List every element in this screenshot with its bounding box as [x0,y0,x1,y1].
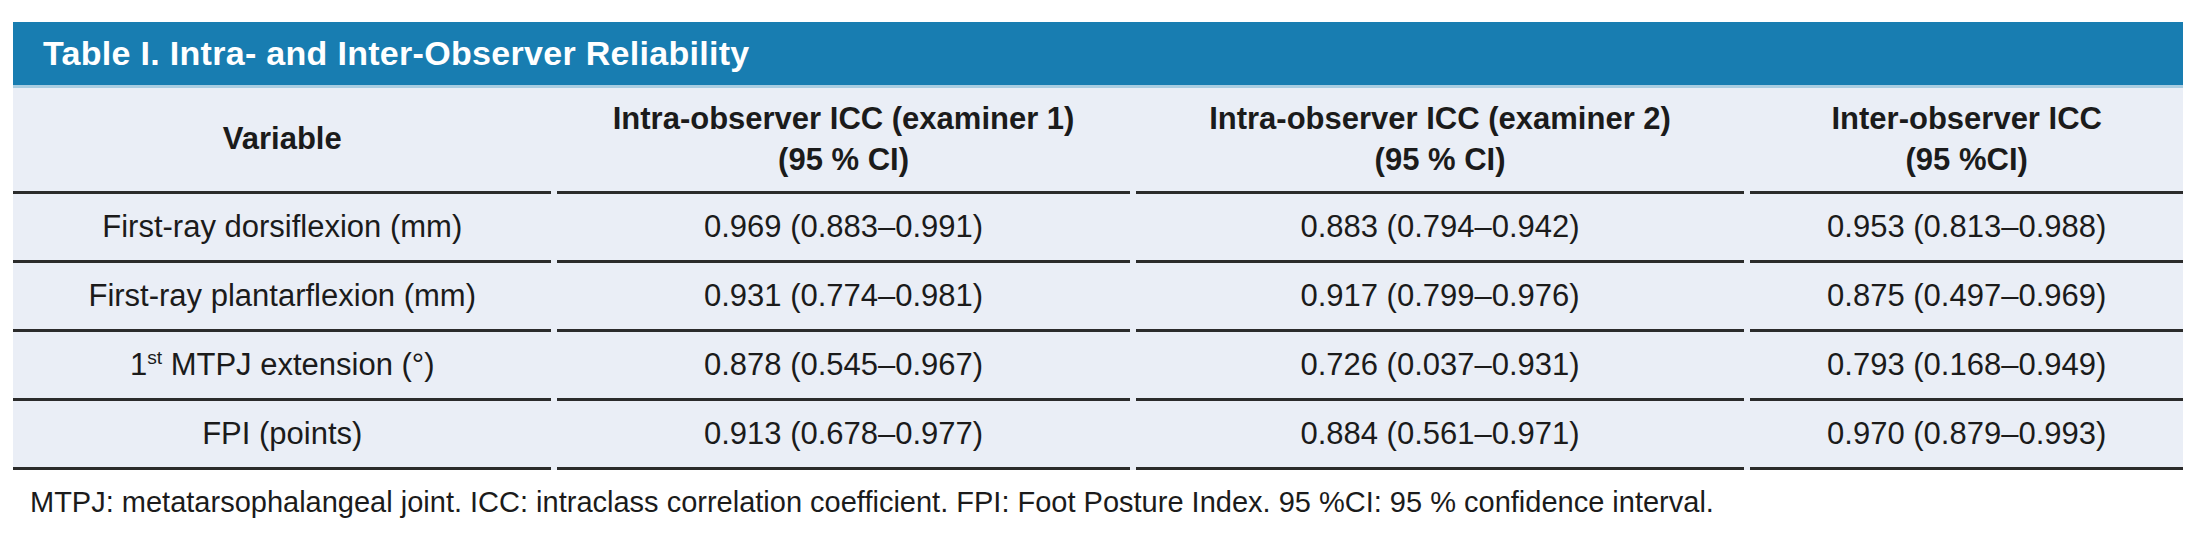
icc-value: 0.884 (0.561–0.971) [1300,414,1579,454]
header-label-line1: Inter-observer ICC [1831,99,2101,139]
value-cell-intra2: 0.726 (0.037–0.931) [1136,332,1745,401]
header-cell-variable: Variable [13,88,551,194]
table-row: 1st MTPJ extension (°) 0.878 (0.545–0.96… [13,332,2183,401]
value-cell-inter: 0.793 (0.168–0.949) [1750,332,2183,401]
variable-cell: 1st MTPJ extension (°) [13,332,551,401]
table-row: FPI (points) 0.913 (0.678–0.977) 0.884 (… [13,401,2183,470]
variable-cell: First-ray dorsiflexion (mm) [13,194,551,263]
variable-label: 1st MTPJ extension (°) [130,345,435,385]
table-title-bar: Table I. Intra- and Inter-Observer Relia… [13,22,2183,85]
icc-value: 0.913 (0.678–0.977) [704,414,983,454]
value-cell-intra2: 0.884 (0.561–0.971) [1136,401,1745,470]
header-cell-inter-observer: Inter-observer ICC (95 %CI) [1750,88,2183,194]
value-cell-intra1: 0.931 (0.774–0.981) [557,263,1129,332]
icc-value: 0.878 (0.545–0.967) [704,345,983,385]
value-cell-intra1: 0.969 (0.883–0.991) [557,194,1129,263]
value-cell-intra1: 0.878 (0.545–0.967) [557,332,1129,401]
icc-value: 0.917 (0.799–0.976) [1300,276,1579,316]
icc-value: 0.883 (0.794–0.942) [1300,207,1579,247]
header-label-line1: Intra-observer ICC (examiner 1) [613,99,1075,139]
table-row: First-ray plantarflexion (mm) 0.931 (0.7… [13,263,2183,332]
superscript: st [147,347,162,368]
header-label-line2: (95 % CI) [778,140,909,180]
value-cell-intra2: 0.883 (0.794–0.942) [1136,194,1745,263]
variable-label: First-ray plantarflexion (mm) [88,276,476,316]
table-header-row: Variable Intra-observer ICC (examiner 1)… [13,88,2183,194]
value-cell-inter: 0.970 (0.879–0.993) [1750,401,2183,470]
icc-value: 0.793 (0.168–0.949) [1827,345,2106,385]
icc-value: 0.726 (0.037–0.931) [1300,345,1579,385]
header-label-line2: (95 % CI) [1375,140,1506,180]
table-row: First-ray dorsiflexion (mm) 0.969 (0.883… [13,194,2183,263]
header-label-line2: (95 %CI) [1906,140,2028,180]
value-cell-intra2: 0.917 (0.799–0.976) [1136,263,1745,332]
header-label-line1: Variable [223,119,342,159]
value-cell-inter: 0.953 (0.813–0.988) [1750,194,2183,263]
header-cell-intra-examiner1: Intra-observer ICC (examiner 1) (95 % CI… [557,88,1129,194]
variable-cell: First-ray plantarflexion (mm) [13,263,551,332]
variable-label: FPI (points) [202,414,362,454]
page: Table I. Intra- and Inter-Observer Relia… [0,0,2196,539]
header-cell-intra-examiner2: Intra-observer ICC (examiner 2) (95 % CI… [1136,88,1745,194]
icc-value: 0.970 (0.879–0.993) [1827,414,2106,454]
variable-cell: FPI (points) [13,401,551,470]
icc-value: 0.931 (0.774–0.981) [704,276,983,316]
reliability-table: Table I. Intra- and Inter-Observer Relia… [13,22,2183,519]
header-label-line1: Intra-observer ICC (examiner 2) [1209,99,1671,139]
icc-value: 0.953 (0.813–0.988) [1827,207,2106,247]
value-cell-inter: 0.875 (0.497–0.969) [1750,263,2183,332]
icc-value: 0.875 (0.497–0.969) [1827,276,2106,316]
variable-label: First-ray dorsiflexion (mm) [102,207,462,247]
icc-value: 0.969 (0.883–0.991) [704,207,983,247]
value-cell-intra1: 0.913 (0.678–0.977) [557,401,1129,470]
table-footnote: MTPJ: metatarsophalangeal joint. ICC: in… [13,486,2183,519]
table-title: Table I. Intra- and Inter-Observer Relia… [43,34,750,73]
